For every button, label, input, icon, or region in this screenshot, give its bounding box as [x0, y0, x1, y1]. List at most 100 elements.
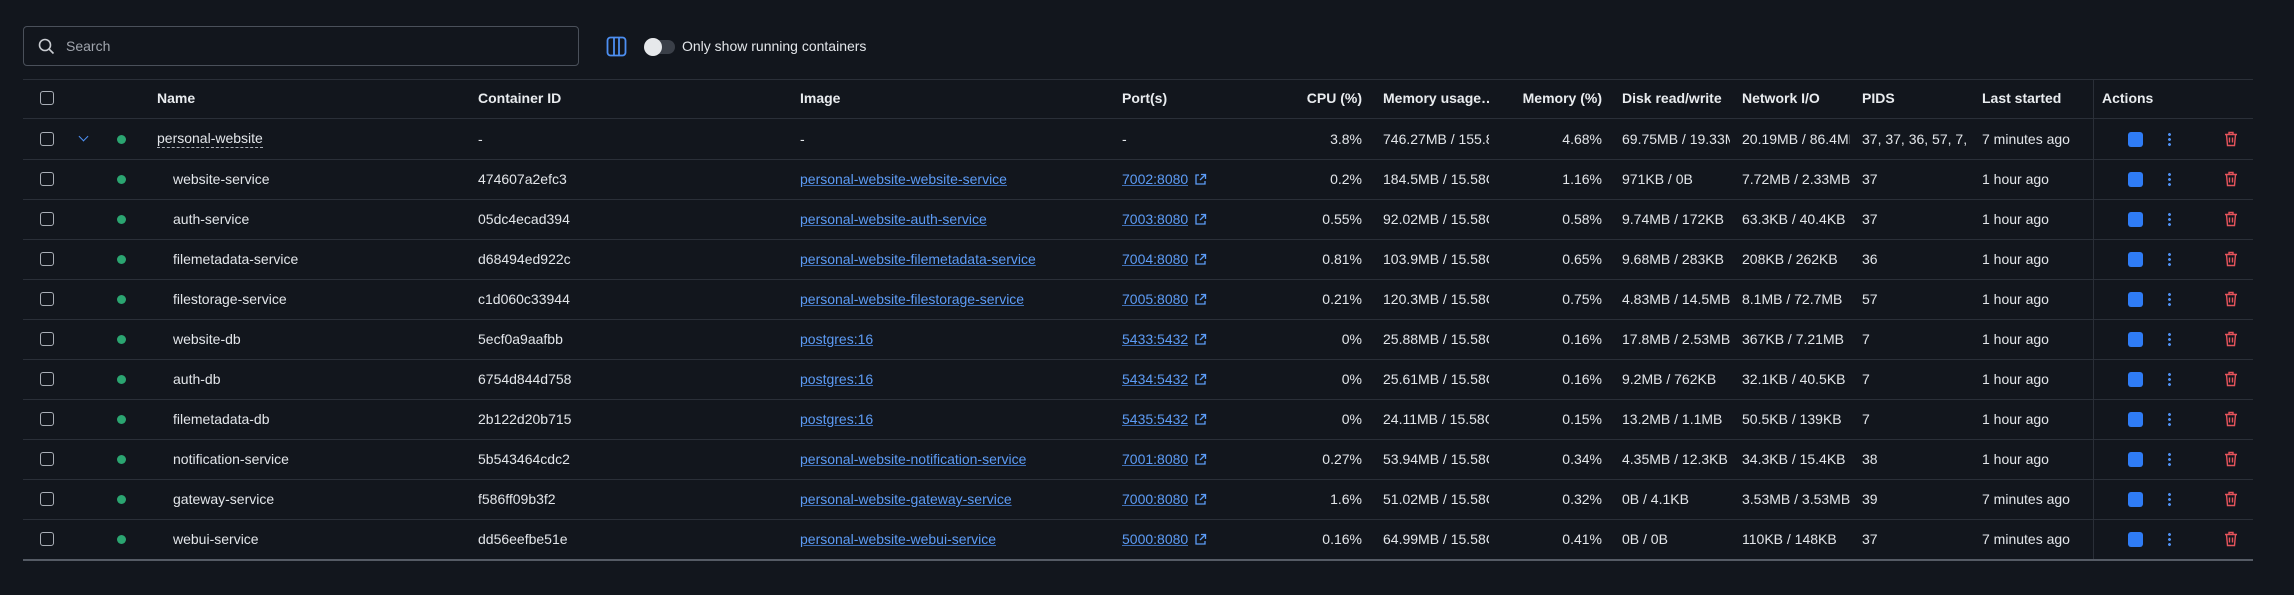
run-action[interactable] — [2128, 132, 2143, 147]
more-actions[interactable] — [2168, 492, 2171, 507]
container-id: f586ff09b3f2 — [478, 491, 556, 507]
row-checkbox[interactable] — [40, 212, 54, 226]
row-checkbox[interactable] — [40, 132, 54, 146]
run-action[interactable] — [2128, 252, 2143, 267]
container-id: c1d060c33944 — [478, 291, 570, 307]
row-checkbox[interactable] — [40, 532, 54, 546]
memory-percent: 0.65% — [1562, 251, 1602, 267]
expand-chevron[interactable] — [78, 131, 89, 142]
name[interactable]: webui-service — [173, 531, 259, 547]
column-header[interactable]: Memory usage… — [1383, 90, 1489, 106]
column-header[interactable]: Network I/O — [1742, 90, 1820, 106]
name[interactable]: notification-service — [173, 451, 289, 467]
delete-action[interactable] — [2224, 371, 2238, 387]
running-toggle[interactable] — [644, 38, 675, 56]
run-action[interactable] — [2128, 452, 2143, 467]
delete-action[interactable] — [2224, 531, 2238, 547]
name[interactable]: filestorage-service — [173, 291, 287, 307]
more-actions[interactable] — [2168, 132, 2171, 147]
more-actions[interactable] — [2168, 532, 2171, 547]
name[interactable]: gateway-service — [173, 491, 275, 507]
image[interactable]: postgres:16 — [800, 371, 874, 387]
cpu: 0.81% — [1322, 251, 1362, 267]
more-actions[interactable] — [2168, 372, 2171, 387]
external-link-icon — [1195, 453, 1207, 465]
more-actions[interactable] — [2168, 292, 2171, 307]
ports[interactable]: 5435:5432 — [1122, 411, 1189, 427]
ports[interactable]: 5433:5432 — [1122, 331, 1189, 347]
image[interactable]: personal-website-webui-service — [800, 531, 997, 547]
delete-action[interactable] — [2224, 131, 2238, 147]
memory-percent: 4.68% — [1562, 131, 1602, 147]
more-actions[interactable] — [2168, 412, 2171, 427]
row-checkbox[interactable] — [40, 172, 54, 186]
run-action[interactable] — [2128, 412, 2143, 427]
ports[interactable]: 7005:8080 — [1122, 291, 1189, 307]
image[interactable]: personal-website-notification-service — [800, 451, 1027, 467]
name[interactable]: filemetadata-service — [173, 251, 299, 267]
column-header[interactable]: PIDS — [1862, 90, 1895, 106]
name[interactable]: filemetadata-db — [173, 411, 270, 427]
name[interactable]: auth-db — [173, 371, 221, 387]
ports[interactable]: 7001:8080 — [1122, 451, 1189, 467]
run-action[interactable] — [2128, 492, 2143, 507]
more-actions[interactable] — [2168, 172, 2171, 187]
image[interactable]: personal-website-filemetadata-service — [800, 251, 1036, 267]
more-actions[interactable] — [2168, 332, 2171, 347]
row-checkbox[interactable] — [40, 252, 54, 266]
name[interactable]: website-service — [173, 171, 270, 187]
column-header[interactable]: Memory (%) — [1522, 90, 1602, 106]
run-action[interactable] — [2128, 532, 2143, 547]
name[interactable]: personal-website — [157, 130, 263, 148]
more-actions[interactable] — [2168, 252, 2171, 267]
row-checkbox[interactable] — [40, 372, 54, 386]
delete-action[interactable] — [2224, 451, 2238, 467]
delete-action[interactable] — [2224, 291, 2238, 307]
row-checkbox[interactable] — [40, 452, 54, 466]
column-header[interactable]: Image — [800, 90, 841, 106]
column-header[interactable]: CPU (%) — [1306, 90, 1362, 106]
name[interactable]: auth-service — [173, 211, 250, 227]
run-action[interactable] — [2128, 372, 2143, 387]
column-header[interactable]: Name — [157, 90, 196, 106]
row-checkbox[interactable] — [40, 292, 54, 306]
ports[interactable]: 7003:8080 — [1122, 211, 1189, 227]
row-checkbox[interactable] — [40, 412, 54, 426]
image[interactable]: personal-website-website-service — [800, 171, 1007, 187]
ports[interactable]: 7000:8080 — [1122, 491, 1189, 507]
delete-action[interactable] — [2224, 171, 2238, 187]
image[interactable]: postgres:16 — [800, 331, 874, 347]
ports[interactable]: 5434:5432 — [1122, 371, 1189, 387]
select-all-checkbox[interactable] — [40, 91, 54, 105]
delete-action[interactable] — [2224, 491, 2238, 507]
container-id: 6754d844d758 — [478, 371, 572, 387]
delete-action[interactable] — [2224, 251, 2238, 267]
image[interactable]: personal-website-gateway-service — [800, 491, 1012, 507]
column-header[interactable]: Last started — [1982, 90, 2062, 106]
column-header[interactable]: Container ID — [478, 90, 562, 106]
run-action[interactable] — [2128, 212, 2143, 227]
column-header[interactable]: Disk read/write — [1622, 90, 1722, 106]
run-action[interactable] — [2128, 172, 2143, 187]
run-action[interactable] — [2128, 292, 2143, 307]
delete-action[interactable] — [2224, 211, 2238, 227]
delete-action[interactable] — [2224, 331, 2238, 347]
row-checkbox[interactable] — [40, 492, 54, 506]
search-box[interactable]: Search — [23, 26, 579, 66]
image[interactable]: personal-website-auth-service — [800, 211, 987, 227]
image[interactable]: personal-website-filestorage-service — [800, 291, 1025, 307]
ports[interactable]: 5000:8080 — [1122, 531, 1189, 547]
cpu: 0% — [1341, 371, 1362, 387]
run-action[interactable] — [2128, 332, 2143, 347]
ports[interactable]: 7002:8080 — [1122, 171, 1189, 187]
row-checkbox[interactable] — [40, 332, 54, 346]
ports[interactable]: 7004:8080 — [1122, 251, 1189, 267]
more-actions[interactable] — [2168, 452, 2171, 467]
name[interactable]: website-db — [173, 331, 241, 347]
last-started: 1 hour ago — [1982, 451, 2049, 467]
image[interactable]: postgres:16 — [800, 411, 874, 427]
delete-action[interactable] — [2224, 411, 2238, 427]
more-actions[interactable] — [2168, 212, 2171, 227]
column-header[interactable]: Port(s) — [1122, 90, 1168, 106]
columns-button[interactable] — [606, 36, 628, 58]
